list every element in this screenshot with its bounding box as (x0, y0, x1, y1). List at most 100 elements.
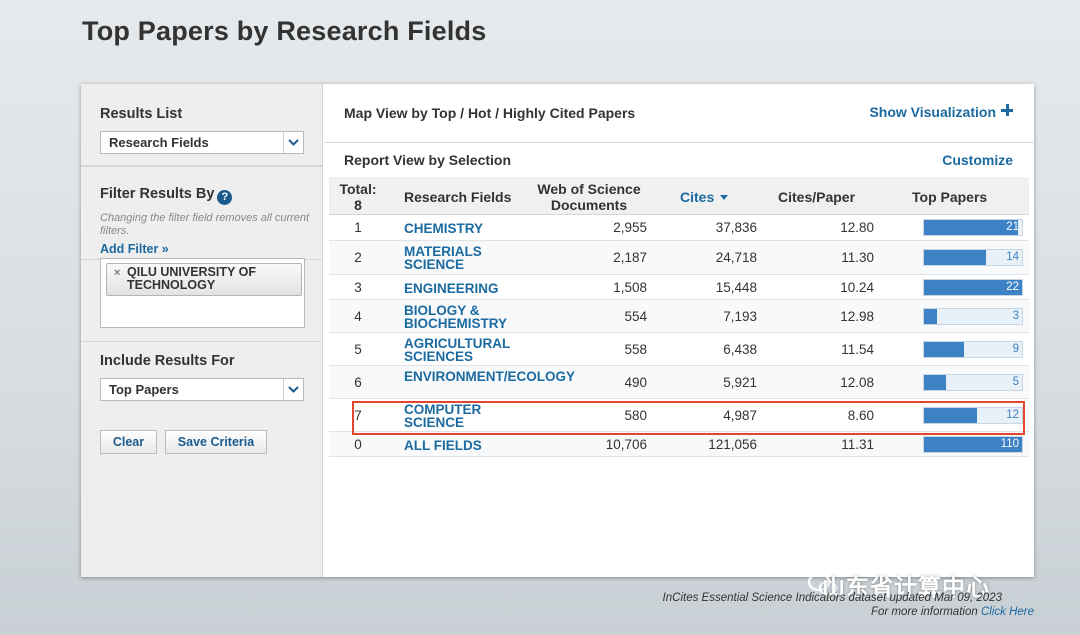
research-field-link[interactable]: ENGINEERING (404, 281, 499, 296)
main-content: Map View by Top / Hot / Highly Cited Pap… (324, 84, 1034, 577)
header-top-papers[interactable]: Top Papers (912, 189, 988, 205)
results-table: Total: 8 Research Fields Web of Science … (329, 177, 1029, 457)
cites-per-paper-cell: 11.30 (841, 250, 874, 265)
top-papers-bar-fill (924, 408, 977, 423)
save-criteria-button[interactable]: Save Criteria (165, 430, 267, 454)
top-papers-bar[interactable]: 110 (923, 436, 1023, 453)
documents-cell: 2,955 (613, 220, 647, 235)
header-cites-per-paper[interactable]: Cites/Paper (778, 189, 856, 205)
include-results-select[interactable]: Top Papers (100, 378, 304, 401)
help-icon[interactable]: ? (217, 189, 233, 205)
header-documents[interactable]: Web of Science Documents (537, 181, 641, 213)
top-papers-count: 5 (1012, 376, 1019, 388)
map-view-label: Map View by Top / Hot / Highly Cited Pap… (344, 105, 636, 121)
add-filter-link[interactable]: Add Filter » (100, 242, 169, 256)
rank-cell: 6 (354, 375, 362, 390)
cites-cell: 15,448 (715, 280, 757, 295)
rank-cell: 3 (354, 280, 362, 295)
rank-cell: 0 (354, 437, 362, 452)
total-header: Total: 8 (338, 181, 378, 213)
documents-cell: 10,706 (605, 437, 647, 452)
cites-cell: 24,718 (715, 250, 757, 265)
cites-cell: 6,438 (723, 342, 757, 357)
cites-per-paper-cell: 12.08 (840, 375, 874, 390)
top-papers-bar[interactable]: 14 (923, 249, 1023, 266)
report-view-label: Report View by Selection (344, 152, 512, 168)
sort-desc-icon (720, 195, 729, 200)
table-body: 1 CHEMISTRY 2,955 37,836 12.80 21 2 MATERIALS S… (329, 215, 1029, 457)
watermark-text: 山东省计算中心 (822, 574, 990, 600)
documents-cell: 558 (624, 342, 647, 357)
results-panel: Results List Research Fields Filter Resu… (81, 84, 1034, 577)
table-row: 1 CHEMISTRY 2,955 37,836 12.80 21 (329, 215, 1029, 241)
rank-cell: 5 (354, 342, 362, 357)
remove-filter-icon[interactable]: × (114, 267, 121, 279)
header-cites[interactable]: Cites (680, 189, 729, 205)
chevron-down-icon[interactable] (283, 379, 303, 400)
filter-chip-label: QILU UNIVERSITY OF TECHNOLOGY (127, 265, 256, 292)
top-papers-bar[interactable]: 3 (923, 308, 1023, 325)
top-papers-count: 9 (1012, 343, 1019, 355)
wechat-icon (808, 573, 837, 596)
filter-heading: Filter Results By? (100, 186, 233, 205)
table-row: 0 ALL FIELDS 10,706 121,056 11.31 110 (329, 432, 1029, 457)
customize-link[interactable]: Customize (942, 152, 1013, 168)
results-list-select[interactable]: Research Fields (100, 131, 304, 154)
click-here-link[interactable]: Click Here (980, 606, 1034, 618)
documents-cell: 490 (624, 375, 647, 390)
top-papers-count: 14 (1006, 251, 1019, 263)
rank-cell: 4 (354, 309, 362, 324)
cites-cell: 37,836 (715, 220, 757, 235)
rank-cell: 7 (354, 408, 362, 423)
page-title: Top Papers by Research Fields (82, 16, 487, 46)
top-papers-count: 3 (1012, 310, 1019, 322)
include-heading: Include Results For (100, 353, 235, 369)
table-row: 7 COMPUTER SCIENCE 580 4,987 8.60 12 (329, 399, 1029, 432)
header-research-fields[interactable]: Research Fields (404, 189, 512, 205)
top-papers-bar[interactable]: 12 (923, 407, 1023, 424)
documents-cell: 1,508 (613, 280, 647, 295)
research-field-link[interactable]: CHEMISTRY (404, 221, 484, 236)
chevron-down-icon[interactable] (283, 132, 303, 153)
top-papers-bar[interactable]: 21 (923, 219, 1023, 236)
research-field-link[interactable]: COMPUTER SCIENCE (404, 402, 482, 430)
table-row: 3 ENGINEERING 1,508 15,448 10.24 22 (329, 275, 1029, 300)
rank-cell: 2 (354, 250, 362, 265)
filter-section: Filter Results By? Changing the filter f… (81, 84, 323, 328)
top-papers-bar-fill (924, 375, 946, 390)
research-field-link[interactable]: BIOLOGY & BIOCHEMISTRY (404, 303, 508, 331)
results-list-section: Results List Research Fields (81, 84, 323, 166)
top-papers-bar[interactable]: 9 (923, 341, 1023, 358)
cites-cell: 5,921 (723, 375, 757, 390)
sidebar: Results List Research Fields Filter Resu… (81, 84, 323, 577)
section-divider (81, 341, 323, 342)
include-results-select-value: Top Papers (109, 382, 179, 397)
top-papers-bar[interactable]: 22 (923, 279, 1023, 296)
cites-per-paper-cell: 11.31 (841, 437, 874, 452)
top-papers-count: 110 (1000, 438, 1019, 450)
cites-cell: 4,987 (723, 408, 757, 423)
cites-per-paper-cell: 12.98 (840, 309, 874, 324)
documents-cell: 554 (624, 309, 647, 324)
clear-button[interactable]: Clear (100, 430, 157, 454)
results-list-select-value: Research Fields (109, 135, 209, 150)
highlight-box (352, 401, 1025, 435)
total-label: Total: (339, 181, 377, 197)
report-view-bar: Report View by Selection Customize (324, 143, 1034, 176)
research-field-link[interactable]: ALL FIELDS (404, 438, 482, 453)
research-field-link[interactable]: ENVIRONMENT/ECOLOGY (404, 369, 576, 384)
research-field-link[interactable]: AGRICULTURAL SCIENCES (404, 336, 510, 364)
table-header: Total: 8 Research Fields Web of Science … (329, 177, 1029, 215)
table-row: 6 ENVIRONMENT/ECOLOGY 490 5,921 12.08 5 (329, 366, 1029, 399)
plus-icon[interactable] (1001, 104, 1013, 116)
show-visualization-link[interactable]: Show Visualization (869, 104, 996, 120)
research-field-link[interactable]: MATERIALS SCIENCE (404, 244, 482, 272)
table-row: 5 AGRICULTURAL SCIENCES 558 6,438 11.54 9 (329, 333, 1029, 366)
top-papers-bar-fill (924, 437, 1022, 452)
more-info-note: For more information Click Here (871, 606, 1034, 618)
filter-chip[interactable]: × QILU UNIVERSITY OF TECHNOLOGY (106, 263, 302, 296)
cites-cell: 121,056 (708, 437, 757, 452)
top-papers-count: 21 (1006, 221, 1019, 233)
top-papers-bar-fill (924, 309, 937, 324)
top-papers-bar[interactable]: 5 (923, 374, 1023, 391)
